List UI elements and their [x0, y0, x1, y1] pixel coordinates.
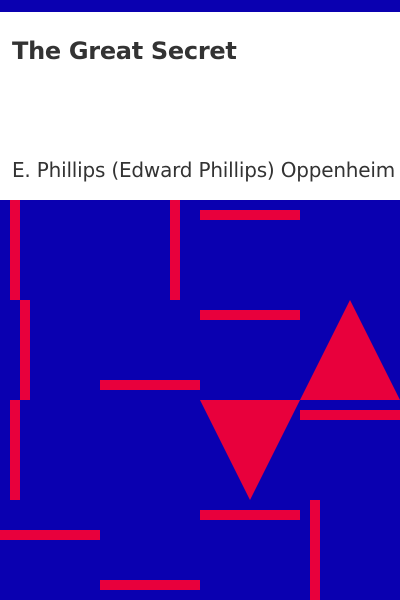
cover-top-bar [0, 0, 400, 12]
art-bar [10, 400, 20, 500]
title-panel: The Great Secret E. Phillips (Edward Phi… [0, 12, 400, 200]
book-title: The Great Secret [12, 37, 237, 65]
art-triangle-down [200, 400, 300, 500]
art-bar [10, 200, 20, 300]
art-bar [100, 380, 200, 390]
art-bar [170, 200, 180, 300]
art-bar [200, 310, 300, 320]
art-bar [100, 580, 200, 590]
art-bar [0, 530, 100, 540]
art-bar [310, 500, 320, 600]
art-triangle-up [300, 300, 400, 400]
art-bar [20, 300, 30, 400]
book-author: E. Phillips (Edward Phillips) Oppenheim [12, 158, 396, 182]
art-bar [300, 410, 400, 420]
art-bar [200, 510, 300, 520]
art-bar [200, 210, 300, 220]
cover-art [0, 200, 400, 600]
